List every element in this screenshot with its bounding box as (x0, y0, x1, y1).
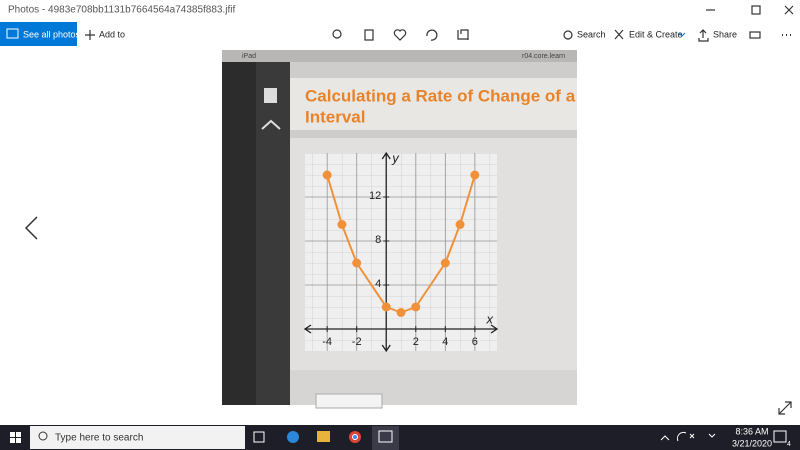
edit-label[interactable]: Edit & Create (629, 29, 683, 39)
sidebar-2 (256, 62, 290, 405)
notifications-icon[interactable] (773, 430, 787, 443)
explorer-icon[interactable] (317, 431, 330, 442)
share-label[interactable]: Share (713, 29, 737, 39)
task-view[interactable] (253, 431, 265, 443)
photo: iPad r04.core.learn Calculating a Rate o… (222, 50, 577, 409)
y-axis-label: y (391, 150, 400, 165)
point (440, 258, 450, 268)
x-tick-label: 4 (442, 336, 448, 348)
heading: Calculating a Rate of Change of a (305, 86, 576, 105)
y-tick-label: 8 (375, 234, 381, 246)
y-axis (381, 151, 391, 353)
search-label[interactable]: Search (577, 29, 606, 39)
point (411, 302, 421, 312)
start-button[interactable] (10, 432, 21, 443)
sidebar (222, 62, 256, 405)
url: r04.core.learn (522, 53, 565, 60)
heading-area (290, 78, 577, 130)
edit-icon[interactable] (614, 29, 624, 40)
search-placeholder[interactable]: Type here to search (55, 433, 143, 444)
add-icon (85, 30, 95, 40)
delete-icon[interactable] (364, 29, 374, 41)
see-all-button[interactable] (0, 22, 77, 46)
device-label: iPad (242, 53, 256, 60)
fullscreen-icon[interactable] (778, 401, 792, 415)
window-title: Photos - 4983e708bb1131b7664564a74385f88… (8, 5, 235, 16)
photos-icon (6, 28, 19, 39)
x-tick-label: 6 (472, 336, 478, 348)
clock-date: 3/21/2020 (732, 438, 772, 448)
close[interactable] (784, 5, 794, 15)
status-bar (222, 50, 577, 62)
intro-button (315, 393, 383, 409)
photos-task[interactable] (372, 426, 399, 450)
share-icon[interactable] (698, 29, 709, 42)
see-all-label[interactable]: See all photos (23, 29, 81, 39)
y-tick-label: 12 (369, 190, 381, 202)
tray-arrow[interactable] (660, 435, 670, 441)
minor-grid (305, 153, 497, 351)
chrome-center (352, 434, 358, 440)
x-tick-label: -2 (352, 336, 362, 348)
favorite-icon[interactable] (393, 29, 407, 41)
calculator-icon (264, 88, 277, 103)
rotate-icon[interactable] (426, 29, 438, 41)
x-tick-label: -4 (322, 336, 332, 348)
search-glass (38, 431, 48, 441)
add-to-label[interactable]: Add to (99, 29, 125, 39)
point (396, 308, 406, 317)
tray-icons[interactable] (676, 431, 716, 442)
x-axis (303, 324, 499, 334)
crop-icon[interactable] (457, 29, 469, 40)
print-icon[interactable] (749, 31, 761, 39)
maximize[interactable] (751, 5, 761, 15)
chart: -4 -2 2 4 6 4 8 12 x y (303, 150, 499, 353)
point (470, 170, 480, 180)
point (322, 170, 332, 180)
point (455, 220, 465, 229)
photos-task-icon (378, 430, 393, 443)
x-tick-label: 2 (413, 336, 419, 348)
clock-time: 8:36 AM (735, 426, 768, 436)
point (381, 302, 391, 312)
x-axis-label: x (486, 311, 494, 326)
collapse-icon (261, 119, 281, 130)
point (352, 258, 362, 268)
search-box[interactable] (30, 426, 245, 449)
y-tick-label: 4 (375, 278, 381, 290)
edge-icon[interactable] (287, 431, 299, 443)
point (337, 220, 347, 229)
search-icon[interactable] (563, 30, 573, 40)
notification-count: 4 (787, 441, 791, 448)
prev-arrow[interactable] (24, 216, 38, 240)
zoom-icon[interactable] (332, 29, 342, 39)
heading: Interval (305, 107, 365, 126)
dropdown[interactable] (678, 32, 686, 37)
